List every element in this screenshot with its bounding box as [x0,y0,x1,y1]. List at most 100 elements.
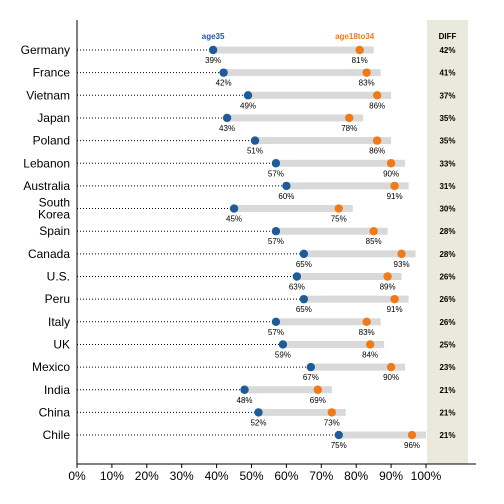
row-range-bar [258,408,346,416]
label-age35: 45% [226,215,242,224]
x-tick-label: 100% [411,469,442,483]
diff-value: 26% [439,273,455,282]
country-label: UK [53,337,70,351]
label-age35: 57% [268,237,284,246]
dot-age18to34 [369,227,378,236]
diff-header: DIFF [439,32,457,41]
row-range-bar [234,205,353,213]
diff-value: 21% [439,408,455,417]
diff-value: 30% [439,205,455,214]
country-label: Germany [21,43,70,57]
diff-value: 35% [439,114,455,123]
label-age18to34: 75% [331,215,347,224]
label-age18to34: 86% [369,147,385,156]
diff-value: 31% [439,182,455,191]
label-age35: 57% [268,169,284,178]
country-label: Korea [38,208,70,222]
country-label: South [39,196,70,210]
label-age18to34: 91% [387,192,403,201]
row-range-bar [244,386,332,394]
x-tick-label: 10% [100,469,124,483]
row-range-bar [296,273,402,280]
diff-value: 41% [439,69,455,78]
x-tick-label: 70% [309,469,333,483]
dot-age18to34 [372,91,382,100]
country-label: Canada [28,247,70,261]
dot-age35 [334,430,343,440]
row-range-bar [227,114,364,122]
label-age18to34: 93% [394,260,410,269]
dot-age18to34 [386,362,396,372]
label-age35: 75% [331,441,347,450]
label-age18to34: 84% [362,350,378,359]
dot-age35 [208,45,218,55]
country-label: Mexico [32,360,70,374]
country-label: France [33,66,71,80]
row-range-bar [310,363,406,371]
row-range-bar [248,91,392,99]
label-age35: 39% [205,56,221,65]
diff-value: 42% [439,46,455,55]
label-age35: 60% [278,192,294,201]
country-label: Peru [45,292,70,306]
label-age35: 63% [289,283,305,292]
diff-value: 28% [439,227,455,236]
row-range-bar [282,340,385,348]
label-age35: 65% [296,305,312,314]
label-age18to34: 69% [310,396,326,405]
x-tick-label: 30% [170,469,194,483]
dot-age35 [282,181,291,191]
dot-age35 [299,294,309,304]
label-age35: 52% [250,418,266,427]
dot-age18to34 [365,340,375,349]
dot-age18to34 [407,430,417,440]
country-label: Vietnam [26,88,70,102]
label-age18to34: 96% [404,441,420,450]
dot-age35 [254,408,263,417]
diff-value: 35% [439,137,455,146]
dot-age35 [271,159,281,168]
label-age35: 49% [240,101,256,110]
label-age18to34: 78% [341,124,357,133]
row-range-bar [275,159,406,167]
dot-age35 [229,204,239,213]
x-tick-label: 0% [68,469,86,483]
dot-age35 [292,272,302,281]
x-tick-label: 80% [344,469,368,483]
diff-value: 21% [439,431,455,440]
label-age18to34: 83% [359,79,375,88]
dot-age35 [250,136,260,145]
label-age18to34: 90% [383,373,399,382]
dot-age18to34 [313,385,323,394]
label-age18to34: 89% [380,283,396,292]
country-label: Poland [33,134,70,148]
row-range-bar [254,137,392,145]
label-age18to34: 90% [383,169,399,178]
dot-age18to34 [327,408,336,417]
label-age18to34: 73% [324,418,340,427]
label-age35: 48% [237,396,253,405]
x-tick-label: 90% [379,469,403,483]
legend-age18to34: age18to34 [335,32,375,41]
country-label: Australia [23,179,70,193]
dot-age35 [306,362,316,372]
label-age18to34: 91% [387,305,403,314]
dot-age18to34 [355,45,364,55]
dot-age35 [219,68,228,77]
country-label: Spain [39,224,70,238]
dot-age18to34 [372,136,382,145]
diff-value: 25% [439,340,455,349]
diff-value: 37% [439,91,455,100]
label-age35: 43% [219,124,235,133]
row-range-bar [303,250,416,258]
x-tick-label: 20% [135,469,159,483]
diff-value: 26% [439,295,455,304]
dot-age35 [299,249,309,259]
diff-value: 23% [439,363,455,372]
dot-age18to34 [362,68,371,77]
row-range-bar [286,182,409,190]
label-age35: 51% [247,147,263,156]
label-age35: 67% [303,373,319,382]
diff-panel [427,20,468,464]
